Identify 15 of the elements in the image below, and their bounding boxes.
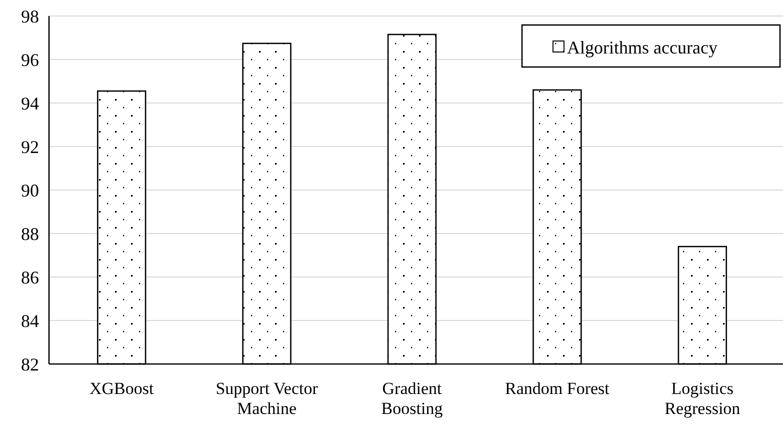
y-tick-label: 86	[21, 267, 39, 288]
legend-label: Algorithms accuracy	[567, 37, 718, 58]
x-tick-label: XGBoost	[89, 379, 154, 398]
x-tick-label: Gradient Boosting	[381, 379, 444, 418]
y-tick-label: 98	[21, 6, 39, 26]
x-tick-label: Support Vector Machine	[216, 379, 318, 418]
x-tick-label: Logistics Regression	[664, 379, 741, 418]
y-tick-label: 90	[21, 180, 39, 200]
y-tick-label: 96	[21, 50, 39, 70]
y-tick-label: 88	[21, 224, 39, 244]
y-tick-label: 82	[21, 354, 39, 374]
y-tick-label: 84	[21, 310, 39, 331]
y-tick-label: 94	[21, 93, 39, 114]
y-tick-label: 92	[21, 136, 39, 157]
x-tick-label: Random Forest	[505, 379, 610, 398]
